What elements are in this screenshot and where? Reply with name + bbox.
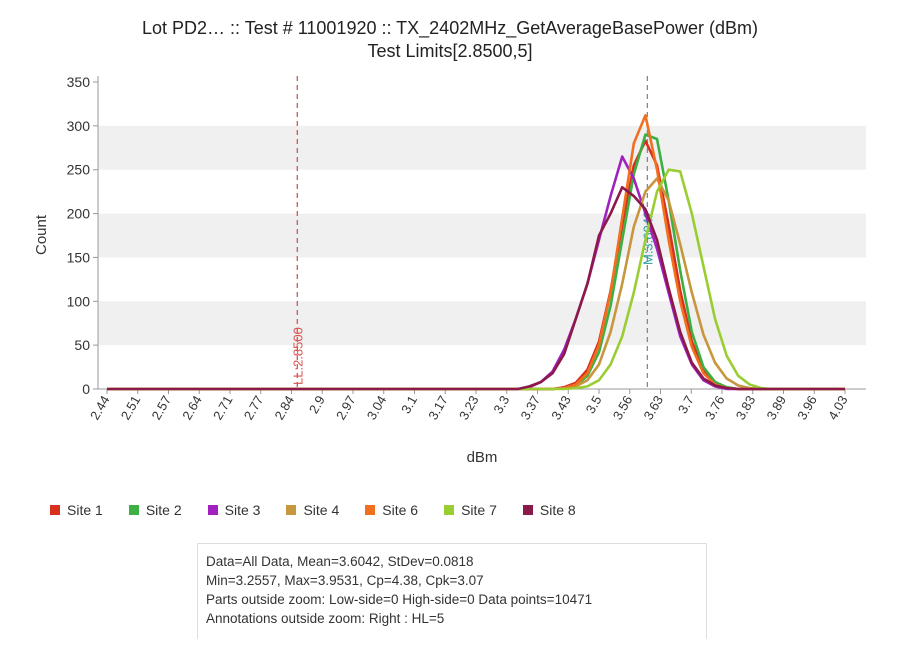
legend-label: Site 7 [461,502,497,518]
legend-label: Site 2 [145,502,182,518]
x-tick-label: 2.64 [179,393,205,422]
series-line-site-4 [107,177,845,391]
legend-item[interactable]: Site 8 [522,502,576,518]
legend-item[interactable]: Site 6 [365,502,418,518]
legend-item[interactable]: Site 2 [128,502,182,518]
stats-line-1: Data=All Data, Mean=3.6042, StDev=0.0818 [206,554,474,569]
x-tick-label: 3.7 [675,393,697,416]
y-tick-label: 50 [74,337,90,353]
x-tick-label: 2.51 [118,393,144,422]
x-tick-label: 3.23 [456,393,482,422]
x-tick-label: 3.56 [610,393,636,422]
series-line-site-8 [107,185,845,391]
y-tick-label: 0 [82,381,90,397]
legend: Site 1 Site 2 Site 3 Site 4 Site 6 Site 7 Site… [50,502,602,518]
grid-band [98,213,866,258]
x-tick-label: 3.89 [763,393,789,422]
series-line-site-3 [107,155,845,391]
y-tick-label: 300 [67,118,91,134]
legend-item[interactable]: Site 7 [444,502,497,518]
x-tick-label: 3.37 [517,393,543,422]
x-tick-label: 2.9 [306,393,328,416]
x-tick-label: 2.97 [333,393,359,422]
series-line-site-7 [107,168,845,391]
x-tick-label: 3.3 [490,393,512,416]
x-tick-label: 2.44 [87,393,113,422]
x-tick-label: 3.96 [794,393,820,422]
legend-swatch [286,505,297,515]
y-tick-label: 100 [67,293,91,309]
grid-band [98,301,866,346]
x-tick-label: 3.17 [425,393,451,422]
x-tick-label: 3.43 [548,393,574,422]
grid-band [98,125,866,170]
y-tick-label: 250 [67,162,91,178]
legend-item[interactable]: Site 3 [207,502,261,518]
chart-subtitle: Test Limits[2.8500,5] [367,41,533,61]
x-tick-label: 4.03 [825,393,851,422]
legend-swatch [128,505,139,515]
y-tick-label: 350 [67,74,91,90]
legend-swatch [522,505,533,515]
legend-item[interactable]: Site 1 [50,502,103,518]
legend-label: Site 1 [67,502,103,518]
x-tick-label: 2.84 [271,393,297,422]
legend-swatch [444,505,455,515]
series-line-site-2 [107,133,845,391]
y-tick-label: 150 [67,249,91,265]
series-line-site-1 [107,139,845,391]
legend-label: Site 6 [382,502,419,518]
y-tick-label: 200 [67,206,91,222]
stats-line-4: Annotations outside zoom: Right : HL=5 [206,611,445,626]
legend-item[interactable]: Site 4 [286,502,339,518]
legend-swatch [365,505,376,515]
chart-title: Lot PD2… :: Test # 11001920 :: TX_2402MH… [141,18,758,38]
x-tick-label: 2.77 [241,393,267,422]
y-axis-label: Count [33,214,50,255]
x-tick-label: 3.1 [398,393,420,416]
x-tick-label: 3.04 [364,393,390,422]
legend-swatch [50,505,60,515]
annotation-label: LL:2.8500 [290,327,305,385]
legend-swatch [207,505,218,515]
legend-label: Site 8 [539,502,576,518]
x-tick-label: 2.57 [148,393,174,422]
legend-label: Site 4 [303,502,340,518]
stats-line-2: Min=3.2557, Max=3.9531, Cp=4.38, Cpk=3.0… [206,573,484,588]
x-tick-label: 3.5 [583,393,605,416]
legend-label: Site 3 [224,502,261,518]
x-tick-label: 2.71 [210,393,236,422]
x-axis-label: dBm [467,449,498,466]
x-tick-label: 3.63 [640,393,666,422]
stats-line-3: Parts outside zoom: Low-side=0 High-side… [206,592,593,607]
x-tick-label: 3.83 [733,393,759,422]
stats-box: Data=All Data, Mean=3.6042, StDev=0.0818… [197,543,707,639]
x-tick-label: 3.76 [702,393,728,422]
